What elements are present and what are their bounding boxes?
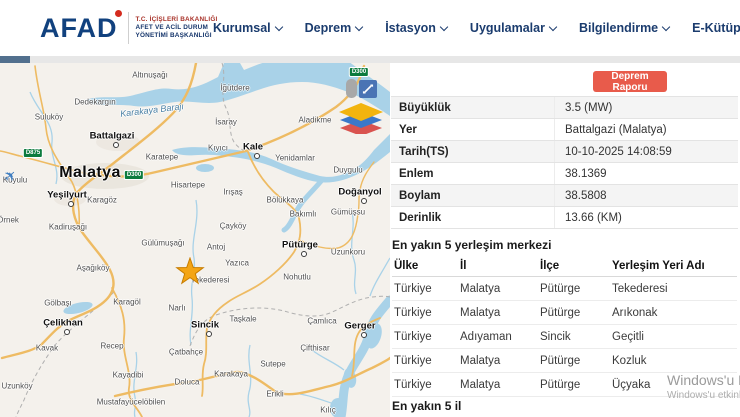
nearest-cities-title: En yakın 5 il	[392, 399, 462, 413]
table-header: İl	[458, 255, 538, 277]
nav-item-istasyon[interactable]: İstasyon	[385, 21, 449, 35]
detail-label: Boylam	[399, 189, 441, 202]
table-cell: Kozluk	[610, 348, 737, 373]
table-cell: Malatya	[458, 372, 538, 397]
detail-label: Büyüklük	[399, 101, 451, 114]
table-cell: Malatya	[458, 300, 538, 325]
ministry-line: YÖNETİMİ BAŞKANLIĞI	[135, 32, 212, 39]
nav-item-ektphane[interactable]: E-Kütüphane	[692, 21, 740, 35]
main-nav: Kurumsal Deprem İstasyon Uygulamalar Bilgile…	[213, 0, 740, 56]
table-cell: Arıkonak	[610, 300, 737, 325]
table-cell: Türkiye	[392, 372, 458, 397]
table-cell: Adıyaman	[458, 324, 538, 349]
detail-row: Tarih(TS) 10-10-2025 14:08:59	[391, 141, 738, 163]
afad-brand-text: AFAD	[40, 9, 122, 47]
detail-value: 38.1369	[554, 163, 738, 184]
chevron-down-icon	[439, 22, 449, 31]
table-cell: Türkiye	[392, 348, 458, 373]
table-row: Türkiye Malatya Pütürge Üçyaka	[392, 372, 737, 397]
table-cell: Pütürge	[538, 300, 610, 325]
chevron-down-icon	[354, 22, 364, 31]
detail-row: Yer Battalgazi (Malatya)	[391, 119, 738, 141]
table-cell: Pütürge	[538, 372, 610, 397]
logo-divider	[127, 12, 129, 44]
scrollbar-thumb[interactable]	[0, 56, 30, 63]
detail-label: Enlem	[399, 167, 434, 180]
nearest-settlements-table: Ülke İl İlçe Yerleşim Yeri Adı Türkiye Malat…	[392, 255, 737, 397]
nav-item-bilgilendirme[interactable]: Bilgilendirme	[579, 21, 671, 35]
table-cell: Sincik	[538, 324, 610, 349]
ministry-line: T.C. İÇİŞLERİ BAKANLIĞI	[135, 16, 218, 23]
detail-label: Yer	[399, 123, 417, 136]
detail-value: 3.5 (MW)	[554, 97, 738, 118]
table-cell: Tekederesi	[610, 276, 737, 301]
table-cell: Türkiye	[392, 300, 458, 325]
detail-row: Büyüklük 3.5 (MW)	[391, 97, 738, 119]
earthquake-detail-panel: Deprem Raporu Büyüklük 3.5 (MW) Yer Battalg…	[390, 63, 740, 417]
ministry-text: T.C. İÇİŞLERİ BAKANLIĞI AFET VE ACİL DUR…	[136, 16, 218, 40]
detail-value: 13.66 (KM)	[554, 207, 738, 228]
chevron-down-icon	[548, 22, 558, 31]
detail-value: 38.5808	[554, 185, 738, 206]
table-row: Türkiye Malatya Pütürge Kozluk	[392, 348, 737, 373]
detail-row: Boylam 38.5808	[391, 185, 738, 207]
layers-control-icon[interactable]	[338, 98, 384, 134]
table-row: Türkiye Adıyaman Sincik Geçitli	[392, 324, 737, 349]
table-cell: Pütürge	[538, 348, 610, 373]
table-cell: Malatya	[458, 348, 538, 373]
table-row: Türkiye Malatya Pütürge Tekederesi	[392, 276, 737, 301]
nav-item-kurumsal[interactable]: Kurumsal	[213, 21, 283, 35]
map-canvas[interactable]: Altınuşağı Dedekargın Suluköy İğütdere İsara…	[0, 63, 390, 417]
detail-label: Derinlik	[399, 211, 442, 224]
ministry-line: AFET VE ACİL DURUM	[135, 24, 208, 31]
table-cell: Üçyaka	[610, 372, 737, 397]
chevron-down-icon	[661, 22, 671, 31]
detail-value: 10-10-2025 14:08:59	[554, 141, 738, 162]
table-cell: Malatya	[458, 276, 538, 301]
table-cell: Geçitli	[610, 324, 737, 349]
afad-logo[interactable]: AFAD T.C. İÇİŞLERİ BAKANLIĞI AFET VE ACİ…	[40, 9, 218, 47]
nav-item-uygulamalar[interactable]: Uygulamalar	[470, 21, 558, 35]
table-header: Ülke	[392, 255, 458, 277]
detail-value: Battalgazi (Malatya)	[554, 119, 738, 140]
detail-row: Enlem 38.1369	[391, 163, 738, 185]
map-marker-pill[interactable]	[346, 79, 357, 98]
chevron-down-icon	[274, 22, 283, 31]
horizontal-scrollbar[interactable]	[0, 56, 740, 63]
detail-row: Derinlik 13.66 (KM)	[391, 207, 738, 229]
map-basemap	[0, 63, 390, 417]
epicenter-star-icon[interactable]	[175, 257, 205, 287]
fullscreen-button[interactable]	[359, 80, 377, 98]
table-cell: Pütürge	[538, 276, 610, 301]
earthquake-details-table: Büyüklük 3.5 (MW) Yer Battalgazi (Malatya) T…	[391, 96, 738, 229]
table-header: Yerleşim Yeri Adı	[610, 255, 737, 277]
deprem-raporu-button[interactable]: Deprem Raporu	[593, 71, 667, 93]
nav-item-deprem[interactable]: Deprem	[305, 21, 364, 35]
logo-red-dot-icon	[114, 10, 122, 17]
table-row: Türkiye Malatya Pütürge Arıkonak	[392, 300, 737, 325]
table-cell: Türkiye	[392, 324, 458, 349]
site-header: AFAD T.C. İÇİŞLERİ BAKANLIĞI AFET VE ACİ…	[0, 0, 740, 56]
nearest-settlements-title: En yakın 5 yerleşim merkezi	[392, 238, 552, 252]
table-header: İlçe	[538, 255, 610, 277]
table-cell: Türkiye	[392, 276, 458, 301]
detail-label: Tarih(TS)	[399, 145, 449, 158]
